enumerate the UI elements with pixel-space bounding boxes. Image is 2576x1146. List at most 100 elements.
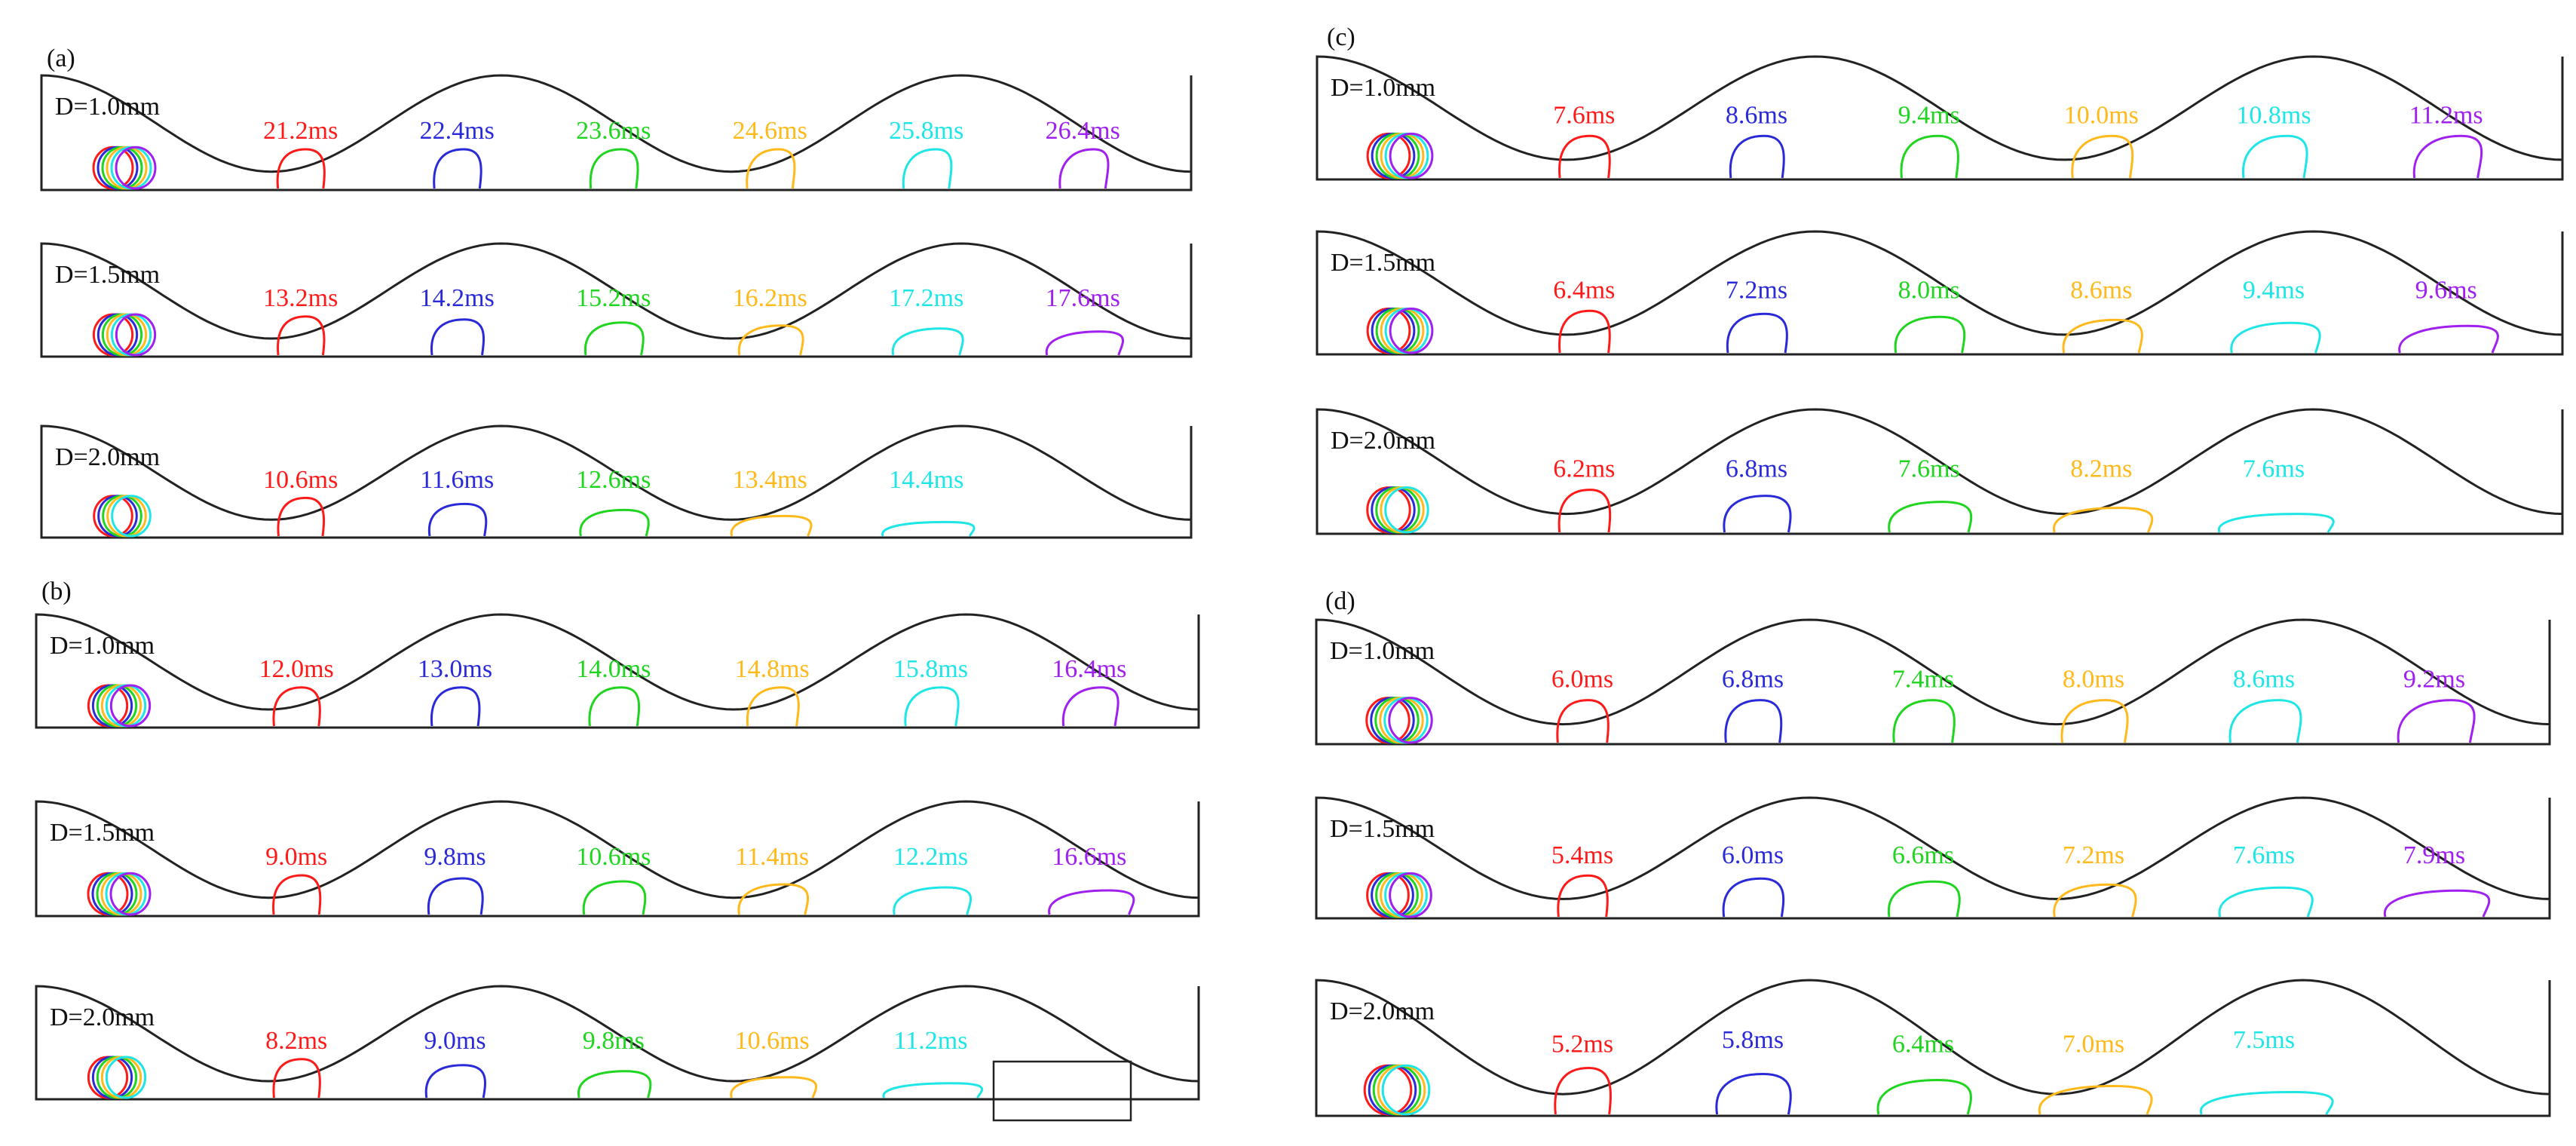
channel-wall [35,985,1200,1101]
time-label: 17.6ms [1046,284,1120,312]
diameter-label: D=2.0mm [55,443,160,471]
time-label: 9.4ms [2243,276,2305,304]
panel-group-d: (d) D=1.0mm 6.0ms 6.8ms 7.4ms 8.0ms 8.6ms 9.2ms… [1315,587,2551,1117]
time-label: 9.8ms [424,843,485,871]
channel-panel: D=1.5mm 13.2ms 14.2ms 15.2ms 16.2ms 17.2ms 17.… [40,242,1193,358]
droplet-snapshot [1558,309,1611,354]
initial-droplet [1389,872,1432,918]
initial-droplet [1381,1064,1431,1116]
group-label: (a) [47,44,75,72]
time-label: 13.0ms [418,655,492,683]
droplet-snapshot [2230,321,2321,354]
droplet-snapshot [882,1082,984,1099]
channel-panel: D=1.5mm 5.4ms 6.0ms 6.6ms 7.2ms 7.6ms 7.9ms [1315,796,2551,920]
time-label: 12.0ms [259,655,334,683]
panel-group-c: (c) D=1.0mm 7.6ms 8.6ms 9.4ms 10.0ms 10.8ms 11.… [1316,23,2564,535]
time-label: 10.8ms [2236,101,2311,129]
diameter-label: D=1.5mm [1330,815,1435,843]
droplet-snapshot [737,324,804,356]
channel-wall [40,424,1193,539]
time-label: 25.8ms [889,117,963,145]
time-label: 13.2ms [263,284,338,312]
time-label: 7.6ms [1898,455,1960,483]
initial-droplet [111,495,152,538]
droplet-snapshot [277,496,325,537]
droplet-snapshot [904,686,960,727]
initial-droplet [1380,486,1425,534]
time-label: 11.2ms [894,1027,968,1055]
time-label: 6.6ms [1892,841,1954,869]
initial-droplet [109,872,152,916]
channel-wall [1315,618,2551,746]
droplet-snapshot [746,686,800,727]
time-label: 10.6ms [263,466,338,494]
initial-droplet [1377,1064,1426,1116]
droplet-snapshot [881,520,976,537]
droplet-snapshot [1729,134,1785,179]
droplet-snapshot [2060,699,2129,743]
time-label: 11.6ms [420,466,494,494]
initial-droplet [1388,697,1433,744]
diameter-label: D=1.0mm [1330,637,1435,665]
diameter-label: D=2.0mm [1331,427,1435,455]
time-label: 15.2ms [576,284,651,312]
channel-wall [35,613,1200,729]
channel-wall [1316,408,2564,535]
time-label: 6.0ms [1722,841,1784,869]
channel-panel: D=1.0mm 7.6ms 8.6ms 9.4ms 10.0ms 10.8ms 11.2ms [1316,55,2564,181]
diameter-label: D=2.0mm [1330,997,1435,1025]
droplet-snapshot [2398,324,2499,354]
channel-wall [1316,230,2564,356]
time-label: 5.2ms [1551,1031,1613,1059]
droplet-snapshot [1723,495,1792,533]
time-label: 7.9ms [2403,841,2465,869]
droplet-snapshot [730,1076,817,1099]
initial-droplet [1368,1064,1417,1116]
droplet-snapshot [427,502,488,537]
droplet-snapshot [1887,880,1961,918]
droplet-snapshot [1058,148,1110,189]
droplet-snapshot [577,1070,652,1099]
droplet-snapshot [277,315,326,356]
channel-panel: D=2.0mm 5.2ms 5.8ms 6.4ms 7.0ms 7.5ms [1315,979,2551,1117]
time-label: 5.8ms [1722,1026,1784,1054]
diameter-label: D=1.5mm [55,261,160,289]
diameter-label: D=2.0mm [50,1004,155,1031]
time-label: 14.4ms [889,466,963,494]
initial-droplet [115,313,157,357]
time-label: 7.4ms [1892,665,1954,693]
time-label: 14.0ms [576,655,651,683]
diameter-label: D=1.0mm [50,632,155,660]
diameter-label: D=1.0mm [55,93,160,121]
time-label: 24.6ms [733,117,807,145]
diameter-label: D=1.5mm [50,819,155,847]
initial-droplet [1379,697,1424,744]
time-label: 7.6ms [1553,101,1615,129]
time-label: 11.2ms [2409,101,2483,129]
group-label: (b) [41,578,72,605]
channel-panel: D=2.0mm 8.2ms 9.0ms 9.8ms 10.6ms 11.2ms [35,985,1200,1101]
droplet-snapshot [433,148,482,189]
channel-panel: D=1.0mm 12.0ms 13.0ms 14.0ms 14.8ms 15.8ms 16.… [35,613,1200,729]
channel-wall [40,74,1193,192]
initial-droplet [1384,486,1429,534]
initial-droplet [96,1056,138,1099]
time-label: 15.8ms [893,655,968,683]
channel-panel: D=1.0mm 6.0ms 6.8ms 7.4ms 8.0ms 8.6ms 9.2ms [1315,618,2551,746]
droplet-snapshot [427,877,484,915]
time-label: 8.2ms [2070,455,2132,483]
initial-droplet [1372,1064,1422,1116]
time-label: 14.8ms [735,655,810,683]
droplet-snapshot [1722,877,1785,918]
panel-group-b: (b) D=1.0mm 12.0ms 13.0ms 14.0ms 14.8ms 15.8ms… [35,578,1200,1101]
channel-wall [1315,796,2551,920]
time-label: 17.2ms [889,284,963,312]
droplet-snapshot [2218,886,2314,918]
droplet-snapshot [1724,699,1783,743]
droplet-snapshot [2052,507,2154,533]
initial-droplet [1365,697,1411,744]
panel-group-a: (a) D=1.0mm 21.2ms 22.4ms 23.6ms 24.6ms 25.8ms… [40,44,1193,539]
droplet-snapshot [2062,318,2143,354]
time-label: 8.6ms [2070,276,2132,304]
